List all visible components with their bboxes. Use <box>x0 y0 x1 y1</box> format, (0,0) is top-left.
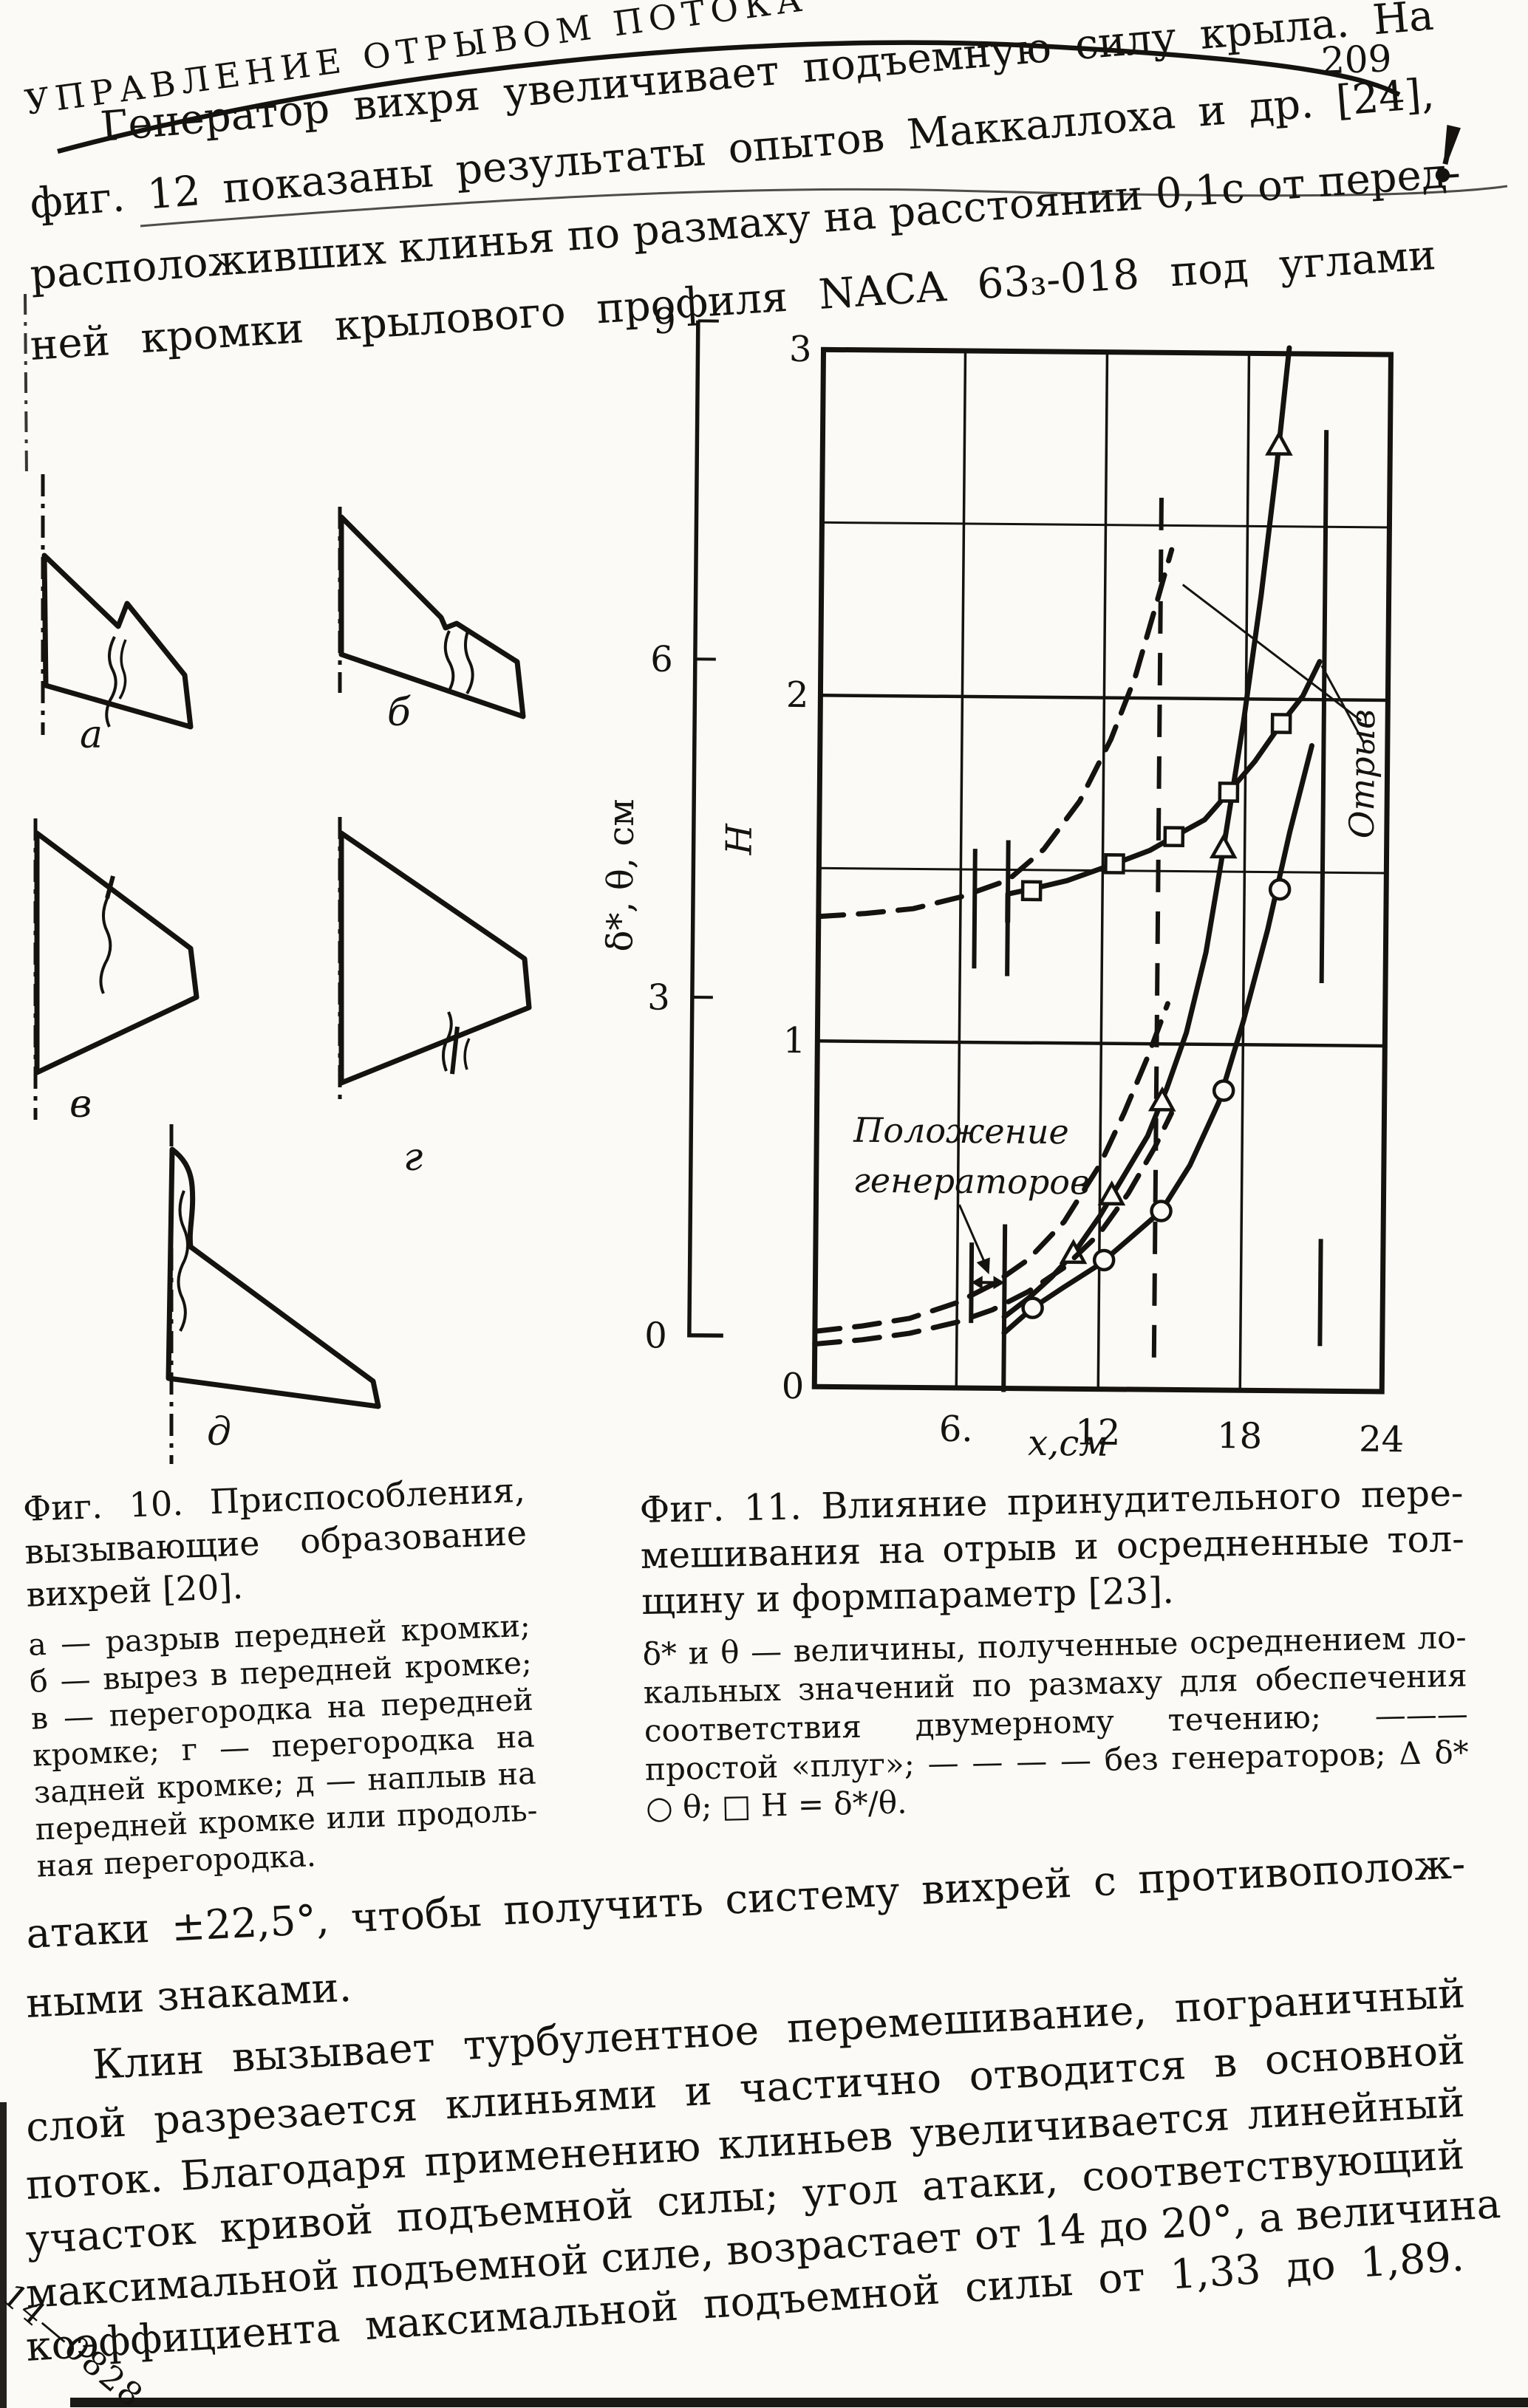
svg-text:х,см: х,см <box>1028 1423 1109 1465</box>
svg-text:Положение: Положение <box>853 1110 1069 1152</box>
svg-text:генераторов: генераторов <box>853 1160 1090 1203</box>
fig10-wing-sketches: а б в г <box>33 474 532 1464</box>
svg-text:24: 24 <box>1359 1419 1405 1461</box>
svg-text:6.: 6. <box>939 1409 973 1450</box>
svg-text:9: 9 <box>653 301 676 342</box>
wing-label-b: б <box>387 691 411 735</box>
wing-label-a: а <box>80 713 103 757</box>
wing-label-d: д <box>207 1410 231 1454</box>
svg-text:0: 0 <box>781 1366 804 1407</box>
svg-text:1: 1 <box>783 1020 806 1061</box>
header-rule <box>57 40 1401 154</box>
wing-sketch-d: д <box>166 1124 381 1464</box>
fig10-caption: Фиг. 10. Приспособления, вызывающие обра… <box>22 1468 539 1885</box>
svg-text:δ*, θ, см: δ*, θ, см <box>599 798 642 952</box>
svg-text:0: 0 <box>644 1315 667 1356</box>
svg-text:12: 12 <box>1075 1412 1121 1454</box>
svg-text:18: 18 <box>1217 1415 1263 1457</box>
wing-sketch-a: а <box>41 474 194 757</box>
svg-text:3: 3 <box>647 976 670 1018</box>
wing-sketch-v: в <box>33 818 199 1126</box>
wing-label-g: г <box>403 1135 423 1180</box>
crease-line <box>140 185 1508 228</box>
svg-text:2: 2 <box>786 674 809 716</box>
left-scan-strip <box>0 2102 7 2408</box>
wing-label-v: в <box>69 1082 92 1126</box>
svg-text:Отрыв: Отрыв <box>1342 709 1383 838</box>
svg-text:3: 3 <box>789 329 812 370</box>
wing-sketch-g: г <box>338 817 532 1180</box>
svg-text:Н: Н <box>719 823 760 855</box>
bottom-scan-bar <box>70 2398 1528 2407</box>
margin-dashdot <box>24 293 28 479</box>
wing-sketch-b: б <box>338 507 526 735</box>
fig11-caption: Фиг. 11. Влияние принудительного пере- м… <box>639 1471 1470 1827</box>
svg-text:6: 6 <box>650 639 673 680</box>
